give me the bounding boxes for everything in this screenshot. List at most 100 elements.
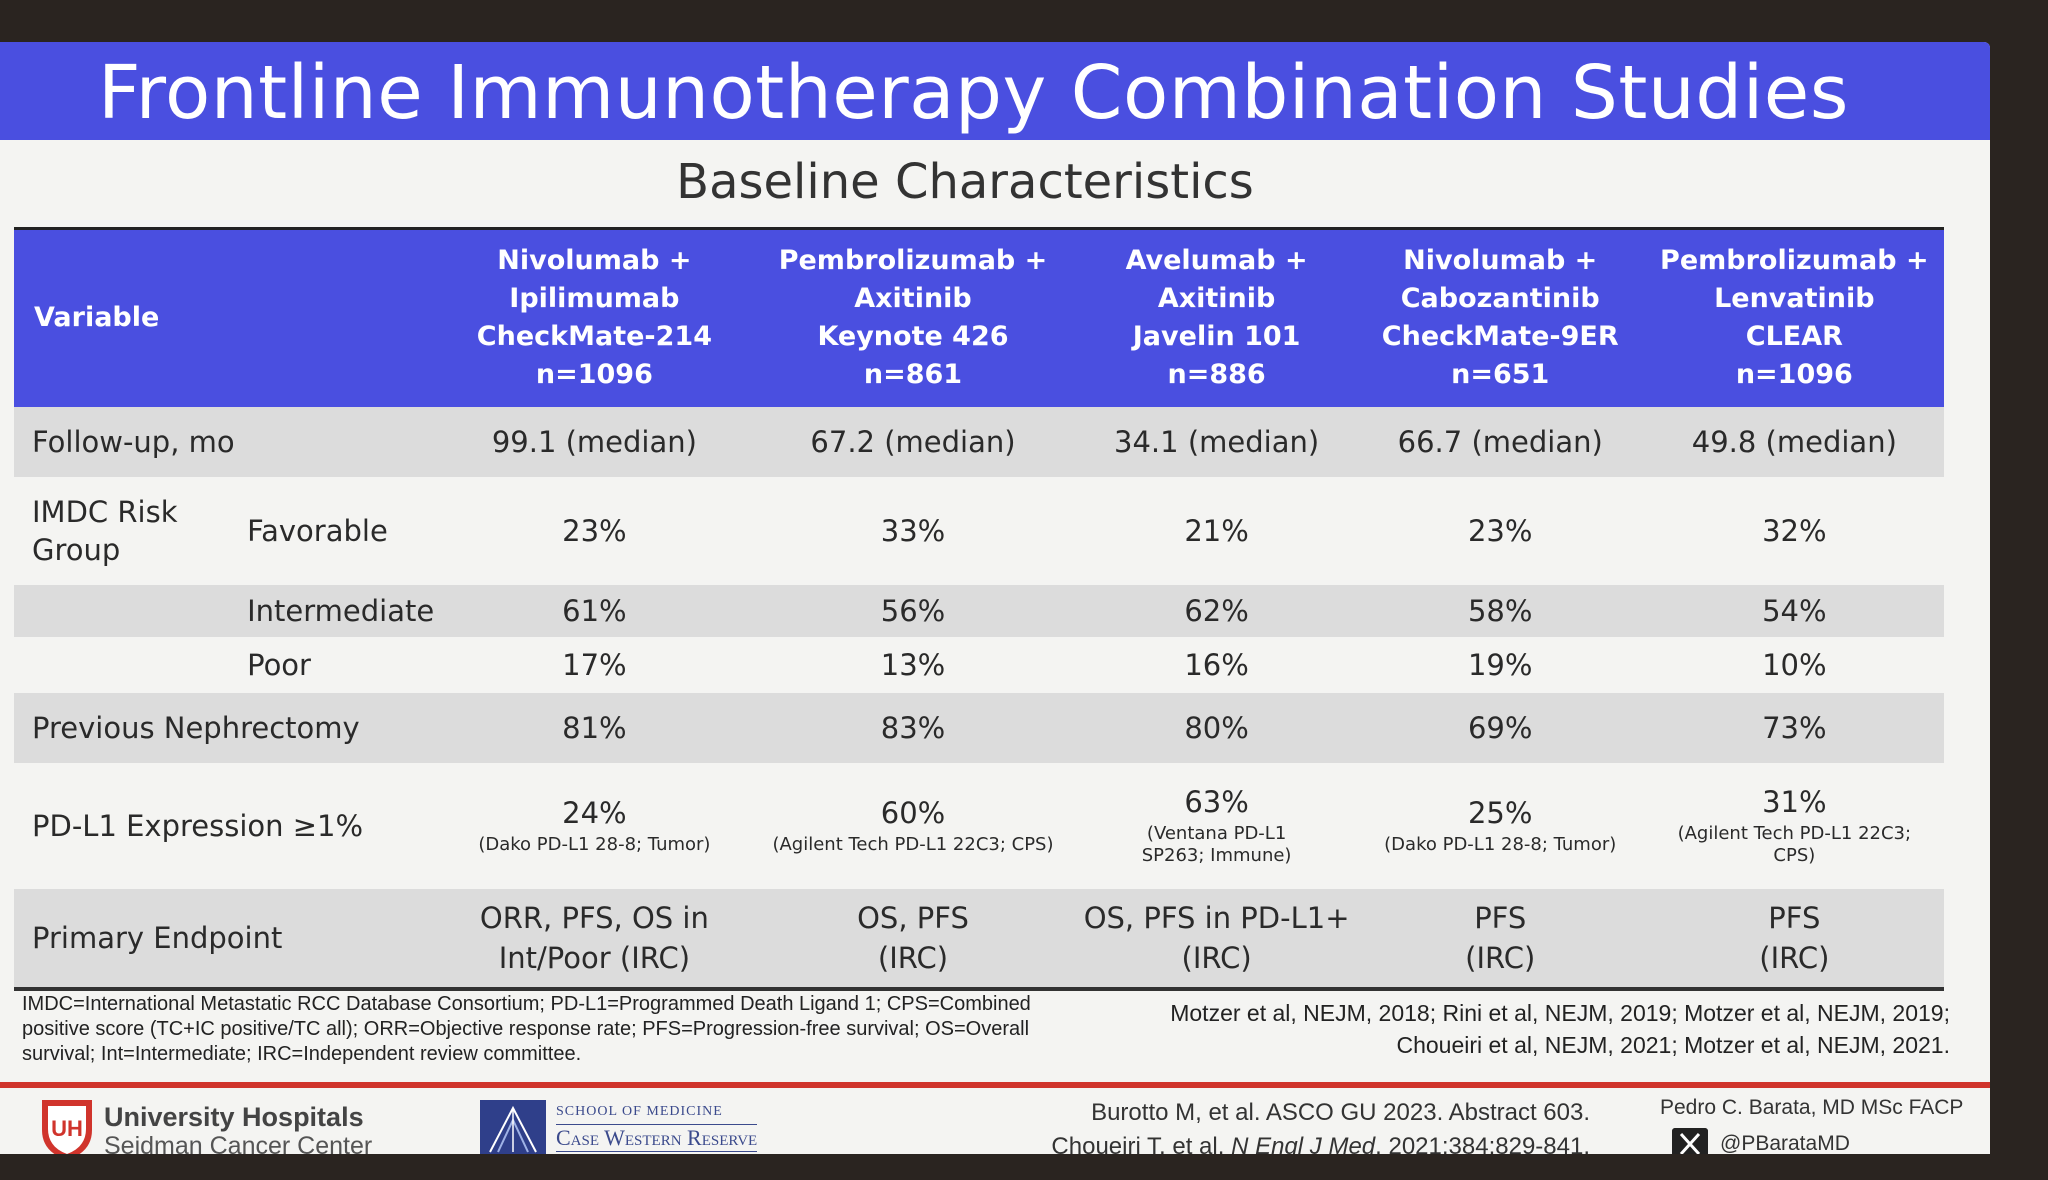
cell-line: OS, PFS [857,900,969,935]
column-trial: CheckMate-9ER [1381,321,1619,353]
table-cell: 67.2 (median) [748,406,1078,477]
cell-value: 31% [1762,784,1827,819]
citation-line-2: Choueiri T, et al. N Engl J Med. 2021;38… [950,1130,1590,1154]
table-cell: 66.7 (median) [1355,406,1645,477]
table-cell: 80% [1077,692,1356,763]
column-header: Pembrolizumab + Axitinib Keynote 426 n=8… [748,228,1078,407]
slide: Frontline Immunotherapy Combination Stud… [0,42,1990,1154]
citation-volume: . 2021;384:829-841. [1375,1133,1590,1154]
table-cell: 16% [1184,647,1249,682]
column-n: n=1096 [1735,359,1853,391]
cell-line: PFS [1768,900,1821,935]
cell-note: (Dako PD-L1 28-8; Tumor) [478,833,711,855]
cell-line: OS, PFS in PD-L1+ [1083,900,1350,935]
cell-note: (Agilent Tech PD-L1 22C3; CPS) [1677,822,1912,866]
column-n: n=651 [1451,359,1550,391]
table-cell: PFS (IRC) [1355,888,1645,989]
references: Motzer et al, NEJM, 2018; Rini et al, NE… [1170,1000,1950,1058]
slide-title: Frontline Immunotherapy Combination Stud… [98,50,1849,136]
table-cell: 56% [748,584,1078,637]
seidman-cancer-center-name: Seidman Cancer Center [104,1132,373,1154]
table-cell: 13% [880,647,946,682]
table-cell: 23% [1467,513,1533,548]
cell-line: Int/Poor (IRC) [498,940,691,975]
empty-cell [14,584,244,637]
citation-journal: N Engl J Med [1231,1133,1376,1154]
column-header: Nivolumab + Cabozantinib CheckMate-9ER n… [1355,228,1645,407]
cwru-school-label: SCHOOL OF MEDICINE [556,1104,723,1119]
column-trial: CLEAR [1745,321,1843,353]
author-name: Pedro C. Barata, MD MSc FACP [1660,1096,1964,1119]
citation-line-1: Burotto M, et al. ASCO GU 2023. Abstract… [1091,1099,1590,1126]
table-row: PD-L1 Expression ≥1% 24% (Dako PD-L1 28-… [14,763,1944,889]
table-row: Primary Endpoint ORR, PFS, OS in Int/Poo… [14,888,1944,989]
column-drug: Pembrolizumab + [1660,245,1929,277]
table-cell: 21% [1184,513,1249,548]
row-label: Previous Nephrectomy [14,692,441,763]
row-sublabel: Poor [247,647,311,682]
table-cell: 58% [1355,584,1645,637]
cell-value: 24% [562,795,627,830]
column-trial: Javelin 101 [1132,321,1301,353]
column-combo: Ipilimumab [509,283,680,315]
footer-divider [0,1082,1990,1088]
citation-authors: Choueiri T, et al. [1051,1133,1232,1154]
baseline-table: Variable Nivolumab + Ipilimumab CheckMat… [14,227,1944,991]
column-trial: Keynote 426 [817,321,1009,353]
column-trial: CheckMate-214 [476,321,712,353]
column-combo: Cabozantinib [1400,283,1600,315]
abbreviations-footnote: IMDC=International Metastatic RCC Databa… [22,993,1031,1065]
cell-line: (IRC) [877,940,949,975]
table-cell: 73% [1644,692,1944,763]
column-header: Nivolumab + Ipilimumab CheckMate-214 n=1… [440,228,749,407]
column-header: Pembrolizumab + Lenvatinib CLEAR n=1096 [1644,228,1944,407]
table-cell: 54% [1644,584,1944,637]
table-cell: OS, PFS in PD-L1+ (IRC) [1077,888,1356,989]
column-drug: Nivolumab + [1403,245,1598,277]
row-label: PD-L1 Expression ≥1% [32,808,364,843]
column-combo: Axitinib [1157,283,1276,315]
cell-note: (Dako PD-L1 28-8; Tumor) [1384,833,1617,855]
table-row: Intermediate 61% 56% 62% 58% 54% [14,584,1944,637]
table-cell: 25% (Dako PD-L1 28-8; Tumor) [1356,763,1645,889]
table-cell: PFS (IRC) [1644,888,1944,989]
cwru-logo-icon [480,1100,546,1154]
cell-line: (IRC) [1759,940,1830,975]
table-cell: 49.8 (median) [1644,406,1944,477]
university-hospitals-name: University Hospitals [104,1102,364,1132]
column-n: n=1096 [535,359,653,391]
title-bar: Frontline Immunotherapy Combination Stud… [0,42,1990,140]
column-combo: Axitinib [854,283,972,315]
table-cell: 33% [880,513,946,548]
table-cell: 24% (Dako PD-L1 28-8; Tumor) [440,763,748,889]
column-combo: Lenvatinib [1714,283,1875,315]
table-cell: ORR, PFS, OS in Int/Poor (IRC) [440,888,749,989]
table-cell: 34.1 (median) [1077,406,1356,477]
table-row: Previous Nephrectomy 81% 83% 80% 69% 73% [14,692,1944,763]
table-cell: 63% (Ventana PD-L1 SP263; Immune) [1077,763,1355,889]
table-row: Poor 17% 13% 16% 19% 10% [14,637,1944,693]
table-cell: 17% [562,647,627,682]
imdc-risk-group-label: IMDC Risk Group [32,494,178,567]
x-twitter-icon [1672,1128,1708,1154]
table-row: Follow-up, mo 99.1 (median) 67.2 (median… [14,406,1944,477]
table-cell: 62% [1077,584,1356,637]
table-cell: 31% (Agilent Tech PD-L1 22C3; CPS) [1645,763,1944,889]
cwru-name: Case Western Reserve [556,1124,758,1152]
table-row: IMDC Risk Group Favorable 23% 33% 21% 23… [14,477,1944,585]
column-header: Avelumab + Axitinib Javelin 101 n=886 [1077,228,1356,407]
row-sublabel: Intermediate [243,584,441,637]
row-label: Follow-up, mo [14,406,441,477]
cell-line: PFS [1474,900,1527,935]
table-cell: 61% [440,584,749,637]
table-cell: 83% [748,692,1078,763]
cell-value: 63% [1184,784,1249,819]
table-header-row: Variable Nivolumab + Ipilimumab CheckMat… [14,228,1944,407]
cell-line: (IRC) [1181,940,1252,975]
row-label: Primary Endpoint [14,888,441,989]
column-drug: Avelumab + [1125,245,1308,277]
table-cell: 32% [1762,513,1827,548]
column-n: n=861 [863,359,963,391]
table-cell: OS, PFS (IRC) [748,888,1078,989]
cell-line: (IRC) [1465,940,1536,975]
